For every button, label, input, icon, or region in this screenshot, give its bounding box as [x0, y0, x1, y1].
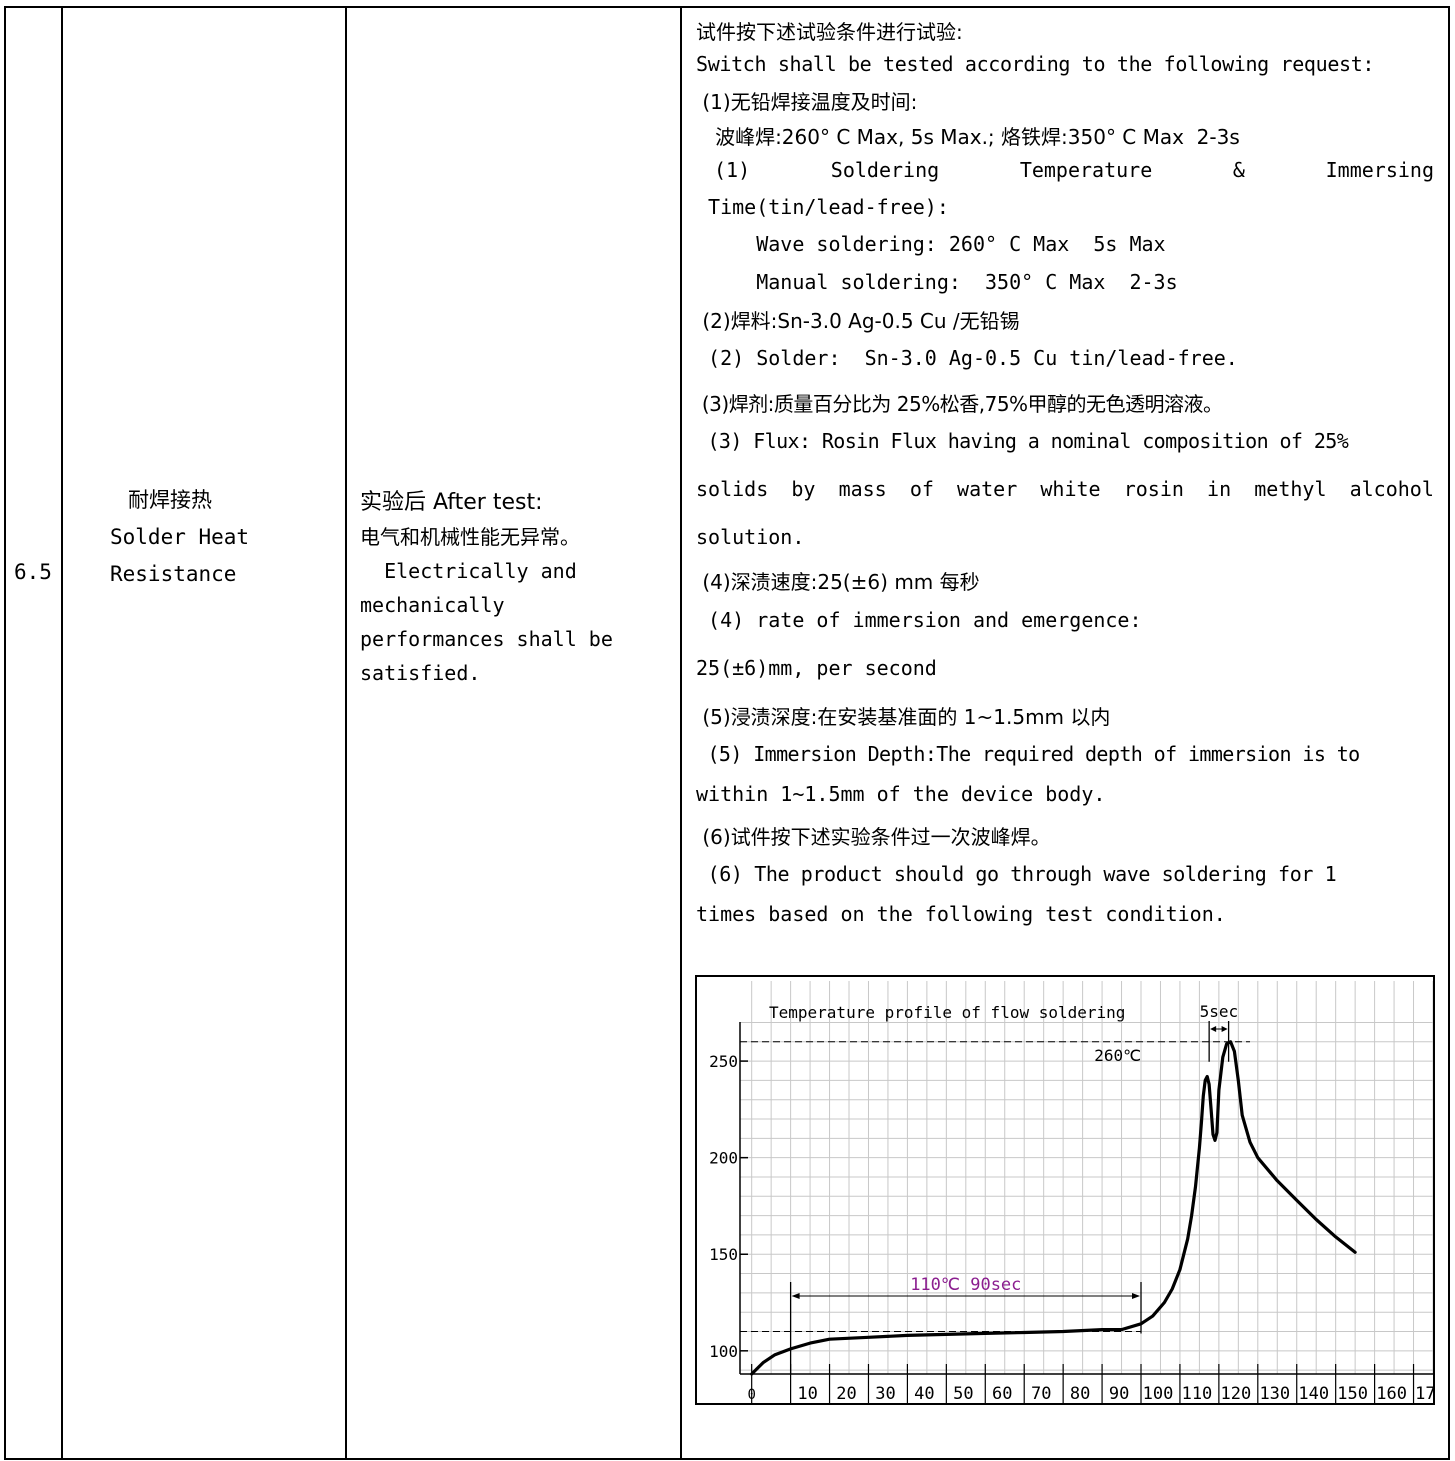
chart-svg: 0 10 20 30 40 50 60 70 80 90 100 110 120 130 140 150 160… [709, 981, 1446, 1404]
req-line: (6)试件按下述实验条件过一次波峰焊。 [696, 825, 1051, 849]
spec-table [4, 6, 1450, 1460]
y-tick-label: 150 [709, 1245, 738, 1264]
req-word: white [1040, 477, 1101, 501]
req-line: 波峰焊:260° C Max, 5s Max.; 烙铁焊:350° C Max … [696, 125, 1240, 149]
item-name: 耐焊接热 Solder Heat Resistance [110, 482, 340, 593]
chart-title: Temperature profile of flow soldering [769, 1003, 1125, 1022]
req-line: (4)深渍速度:25(±6) mm 每秒 [696, 570, 980, 594]
item-name-zh: 耐焊接热 [128, 488, 212, 512]
y-tick-label: 100 [709, 1342, 738, 1361]
peak-duration-label: 5sec [1200, 1002, 1239, 1021]
req-word: water [957, 477, 1018, 501]
x-tick-label: 90 [1109, 1384, 1129, 1403]
req-line: within 1~1.5mm of the device body. [696, 782, 1106, 806]
x-tick-label: 160 [1376, 1384, 1407, 1403]
req-word: (1) [714, 158, 751, 182]
x-tick-label: 80 [1070, 1384, 1090, 1403]
req-word: Temperature [1019, 158, 1153, 182]
req-line: (5)浸渍深度:在安装基准面的 1~1.5mm 以内 [696, 705, 1111, 729]
req-line: times based on the following test condit… [696, 902, 1226, 926]
x-tick-label: 70 [1031, 1384, 1051, 1403]
req-word: solids [696, 477, 769, 501]
req-line-justified: solids by mass of water white rosin in m… [696, 477, 1434, 501]
req-line: Time(tin/lead-free): [696, 195, 949, 219]
y-tick-label: 250 [709, 1052, 738, 1071]
x-tick-label: 50 [953, 1384, 973, 1403]
x-tick-label: 100 [1143, 1384, 1174, 1403]
result-line: mechanically [360, 593, 505, 617]
soldering-profile-chart: 0 10 20 30 40 50 60 70 80 90 100 110 120 130 140 150 160… [695, 975, 1446, 1405]
result-line: 电气和机械性能无异常。 [360, 525, 580, 549]
item-name-en-1: Solder Heat [110, 525, 250, 549]
y-tick-label: 200 [709, 1149, 738, 1168]
req-line: Switch shall be tested according to the … [696, 52, 1375, 76]
chart-ticks: 0 10 20 30 40 50 60 70 80 90 100 110 120 130 140 150 160… [709, 1052, 1446, 1404]
preheat-label: 110℃ 90sec [910, 1275, 1021, 1295]
req-word: Immersing [1325, 158, 1434, 182]
peak-temp-label: 260℃ [1094, 1046, 1141, 1065]
req-line: (2)焊料:Sn-3.0 Ag-0.5 Cu /无铅锡 [696, 309, 1020, 333]
peak-window-arrowheads [1210, 1026, 1228, 1032]
req-word: & [1232, 158, 1245, 182]
req-line: (2) Solder: Sn-3.0 Ag-0.5 Cu tin/lead-fr… [696, 346, 1238, 370]
column-divider [61, 6, 63, 1460]
column-divider [680, 6, 682, 1460]
req-line-justified: (1) Soldering Temperature & Immersing [714, 158, 1434, 182]
column-divider [345, 6, 347, 1460]
req-line: 25(±6)mm, per second [696, 656, 937, 680]
test-result: 实验后 After test: 电气和机械性能无异常。 Electrically… [360, 486, 670, 690]
item-number: 6.5 [14, 560, 52, 584]
req-word: by [791, 477, 816, 501]
req-line: Manual soldering: 350° C Max 2-3s [696, 270, 1178, 294]
chart-annotations: 260℃ 5sec 110℃ 90sec [740, 1002, 1251, 1374]
x-tick-label: 60 [992, 1384, 1012, 1403]
series-line [750, 1040, 1357, 1376]
req-word: of [909, 477, 934, 501]
x-tick-label: 140 [1298, 1384, 1329, 1403]
item-name-en-2: Resistance [110, 562, 237, 586]
req-line: (5) Immersion Depth:The required depth o… [696, 742, 1360, 766]
req-line: solution. [696, 525, 805, 549]
req-word: alcohol [1349, 477, 1434, 501]
req-line: (3) Flux: Rosin Flux having a nominal co… [696, 429, 1349, 453]
x-tick-label: 150 [1337, 1384, 1368, 1403]
chart-axes [739, 1022, 1433, 1375]
x-tick-label: 30 [875, 1384, 895, 1403]
req-word: methyl [1254, 477, 1327, 501]
req-line: (3)焊剂:质量百分比为 25%松香,75%甲醇的无色透明溶液。 [696, 392, 1223, 416]
result-line: Electrically and [360, 559, 577, 583]
result-line: satisfied. [360, 661, 481, 685]
req-word: rosin [1123, 477, 1184, 501]
req-line: Wave soldering: 260° C Max 5s Max [696, 232, 1166, 256]
req-word: in [1207, 477, 1232, 501]
x-tick-label: 0 [747, 1387, 755, 1403]
x-tick-label: 10 [797, 1384, 817, 1403]
result-line: performances shall be [360, 627, 613, 651]
req-word: Soldering [830, 158, 940, 182]
x-tick-label: 20 [836, 1384, 856, 1403]
x-tick-label: 170 [1415, 1384, 1433, 1403]
x-tick-label: 110 [1182, 1384, 1213, 1403]
req-line: (4) rate of immersion and emergence: [696, 608, 1142, 632]
chart-grid [740, 981, 1434, 1374]
req-word: mass [838, 477, 887, 501]
x-tick-label: 120 [1221, 1384, 1252, 1403]
x-tick-label: 40 [914, 1384, 934, 1403]
req-line: 试件按下述试验条件进行试验: [696, 20, 963, 44]
req-line: (1)无铅焊接温度及时间: [696, 90, 918, 114]
result-line: 实验后 After test: [360, 490, 543, 515]
req-line: (6) The product should go through wave s… [696, 862, 1337, 886]
x-tick-label: 130 [1259, 1384, 1290, 1403]
